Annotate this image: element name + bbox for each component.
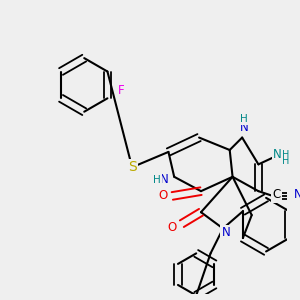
Text: O: O xyxy=(168,221,177,234)
Text: C: C xyxy=(272,188,281,202)
Text: N: N xyxy=(221,226,230,239)
Text: H: H xyxy=(281,150,289,160)
Text: H: H xyxy=(240,114,248,124)
Text: H: H xyxy=(153,175,161,185)
Text: N: N xyxy=(240,122,248,134)
Text: F: F xyxy=(118,84,124,97)
Text: N: N xyxy=(273,148,282,161)
Text: N: N xyxy=(160,173,169,186)
Text: N: N xyxy=(294,188,300,202)
Text: S: S xyxy=(128,160,136,174)
Text: H: H xyxy=(281,157,289,166)
Text: O: O xyxy=(158,189,167,203)
